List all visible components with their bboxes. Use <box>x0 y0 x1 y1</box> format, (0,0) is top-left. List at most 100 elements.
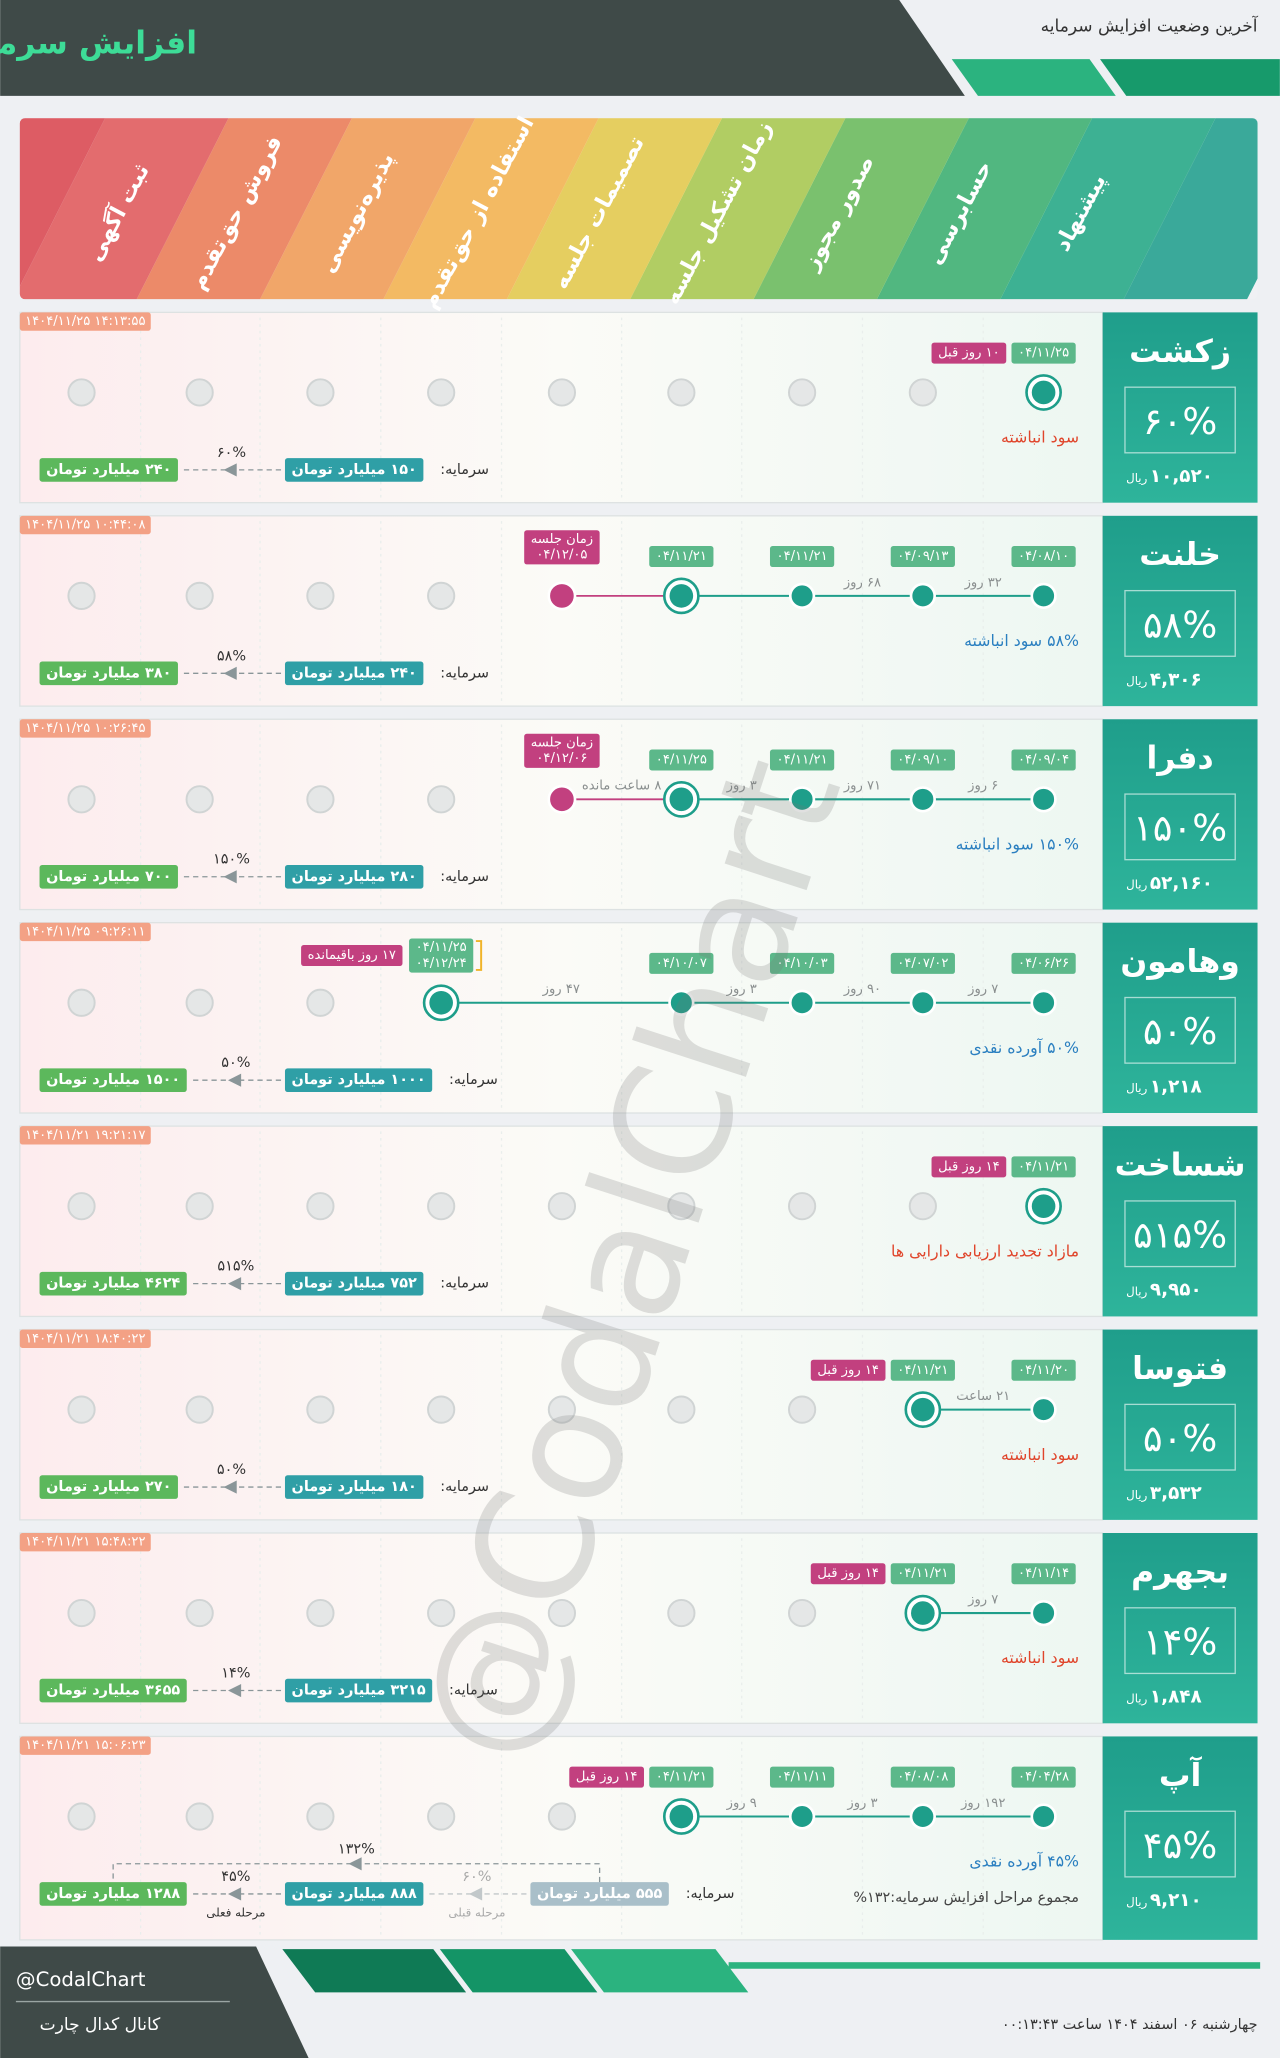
currency: ریال <box>1126 1691 1147 1706</box>
source-text: سود انباشته <box>1001 1648 1079 1668</box>
timestamp: ۱۴۰۴/۱۱/۲۱ ۱۵:۴۸:۲۲ <box>25 1535 145 1550</box>
total-increase: ۱۳۲% <box>338 1841 375 1857</box>
date-tag: ۰۴/۰۴/۲۸ <box>1018 1770 1069 1785</box>
date-tag: ۰۴/۰۷/۰۲ <box>897 956 948 971</box>
capital-value: ۱۵۰ میلیارد تومان <box>292 462 417 478</box>
footer-stripe <box>439 1949 598 1993</box>
company-name: زکشت <box>1129 334 1231 370</box>
stage-dot-empty <box>185 1802 214 1831</box>
stage-bands <box>19 118 1258 300</box>
capital-label: سرمایه: <box>440 1276 489 1292</box>
increase-label: ۵۰% <box>217 1462 246 1478</box>
stage-dot-empty <box>787 378 817 407</box>
step-label: مرحله قبلی <box>448 1905 505 1920</box>
capital-box <box>39 1475 178 1499</box>
date-tag: ۰۴/۱۱/۲۵ <box>656 752 707 767</box>
header-stripe <box>1100 59 1280 96</box>
stage-dot-empty <box>427 1395 456 1424</box>
gap-label: ۳۲ روز <box>964 575 1002 590</box>
stage-band <box>260 118 476 300</box>
stage-dot <box>1030 989 1057 1016</box>
stage-dot <box>668 989 695 1016</box>
capital-arrowhead <box>227 1073 242 1087</box>
stage-dot-empty <box>67 785 96 814</box>
step-label: مرحله فعلی <box>206 1905 265 1920</box>
stage-dot-empty <box>667 1395 696 1424</box>
gap-label: ۳ روز <box>726 982 757 997</box>
capital-value: ۷۰۰ میلیارد تومان <box>46 869 171 885</box>
company-percent: ۱۴% <box>1143 1620 1217 1663</box>
date-tag-box <box>890 1359 955 1381</box>
gap-label: ۴۷ روز <box>542 982 580 997</box>
percent-frame <box>1124 386 1236 454</box>
stage-dot-current-core <box>1031 380 1056 405</box>
date-tag: ۰۴/۰۹/۱۳ <box>897 549 948 564</box>
row-side <box>1102 1329 1258 1520</box>
capital-box <box>284 661 424 686</box>
date-range-tag-line: ۰۴/۱۱/۲۵ <box>416 940 467 955</box>
stage-dot-empty <box>185 1598 214 1628</box>
footer-datetime: چهارشنبه ۰۶ اسفند ۱۴۰۴ ساعت ۰۰:۱۳:۴۳ <box>1002 2017 1258 2033</box>
capital-arrowhead <box>223 666 237 680</box>
stage-dot <box>788 582 816 609</box>
date-tag: ۰۴/۱۱/۱۴ <box>1018 1566 1069 1581</box>
capital-value: ۳۶۵۵ میلیارد تومان <box>46 1683 180 1699</box>
timestamp-box <box>19 312 151 331</box>
company-name: شساخت <box>1115 1148 1246 1184</box>
stage-dot <box>788 989 816 1016</box>
ago-tag: ۱۰ روز قبل <box>938 346 1000 361</box>
price: ۴,۳۰۶ <box>1150 669 1202 690</box>
date-tag-box <box>890 952 955 974</box>
capital-arrowhead <box>227 1277 242 1291</box>
date-tag: ۰۴/۱۱/۲۱ <box>777 549 828 564</box>
stage-band <box>19 118 229 300</box>
stage-dot-empty <box>306 1802 335 1831</box>
capital-value: ۷۵۲ میلیارد تومان <box>292 1276 417 1292</box>
date-tag: ۰۴/۰۸/۱۰ <box>1018 549 1069 564</box>
capital-arrowhead <box>469 1887 483 1901</box>
stage-dot-empty <box>67 581 96 610</box>
stage-dot-current-core <box>669 787 694 812</box>
capital-box <box>39 1678 187 1703</box>
date-tag: ۰۴/۰۸/۰۸ <box>897 1770 948 1785</box>
capital-label: سرمایه: <box>440 1479 489 1495</box>
date-tag-box <box>890 1766 955 1788</box>
company-name: فتوسا <box>1132 1351 1228 1387</box>
source-text: ۵۸% سود انباشته <box>964 631 1079 651</box>
source-text: ۱۵۰% سود انباشته <box>956 834 1079 854</box>
stage-dot-empty <box>547 1192 577 1221</box>
window-bracket <box>475 940 483 971</box>
gap-label: ۹۰ روز <box>843 982 881 997</box>
capital-box <box>284 1271 424 1296</box>
stage-dot-empty <box>185 1192 214 1221</box>
capital-box <box>39 458 178 482</box>
row-side <box>1102 719 1258 910</box>
source-text: ۴۵% آورده نقدی <box>969 1852 1079 1872</box>
capital-value: ۳۸۰ میلیارد تومان <box>46 665 171 681</box>
currency: ریال <box>1126 1488 1147 1503</box>
timestamp-box <box>19 719 151 738</box>
capital-value: ۲۸۰ میلیارد تومان <box>292 869 417 885</box>
capital-box <box>39 661 178 686</box>
timestamp: ۱۴۰۴/۱۱/۲۵ ۰۹:۲۶:۱۱ <box>25 924 145 939</box>
company-name: خلنت <box>1139 537 1221 573</box>
stage-band <box>19 118 106 300</box>
currency: ریال <box>1126 471 1147 486</box>
stage-dot-empty <box>306 988 335 1017</box>
timestamp: ۱۴۰۴/۱۱/۲۵ ۱۴:۱۳:۵۵ <box>25 314 145 329</box>
timestamp-box <box>19 1533 151 1552</box>
price: ۱,۲۱۸ <box>1150 1076 1202 1097</box>
meeting-tag <box>524 733 600 768</box>
meeting-tag <box>524 530 600 565</box>
row-side <box>1102 1533 1258 1724</box>
increase-label: ۵۰% <box>221 1055 250 1071</box>
capital-value: ۱۸۰ میلیارد تومان <box>292 1479 417 1495</box>
timestamp-box <box>19 922 151 942</box>
stage-dot-empty <box>667 1192 696 1221</box>
stage-dot-empty <box>427 1598 456 1628</box>
meeting-dot <box>547 581 577 611</box>
company-percent: ۵۰% <box>1143 1010 1217 1053</box>
gap-label: ۶۸ روز <box>843 575 881 590</box>
capital-box <box>39 1271 187 1296</box>
gap-label: ۱۹۲ روز <box>960 1796 1005 1811</box>
